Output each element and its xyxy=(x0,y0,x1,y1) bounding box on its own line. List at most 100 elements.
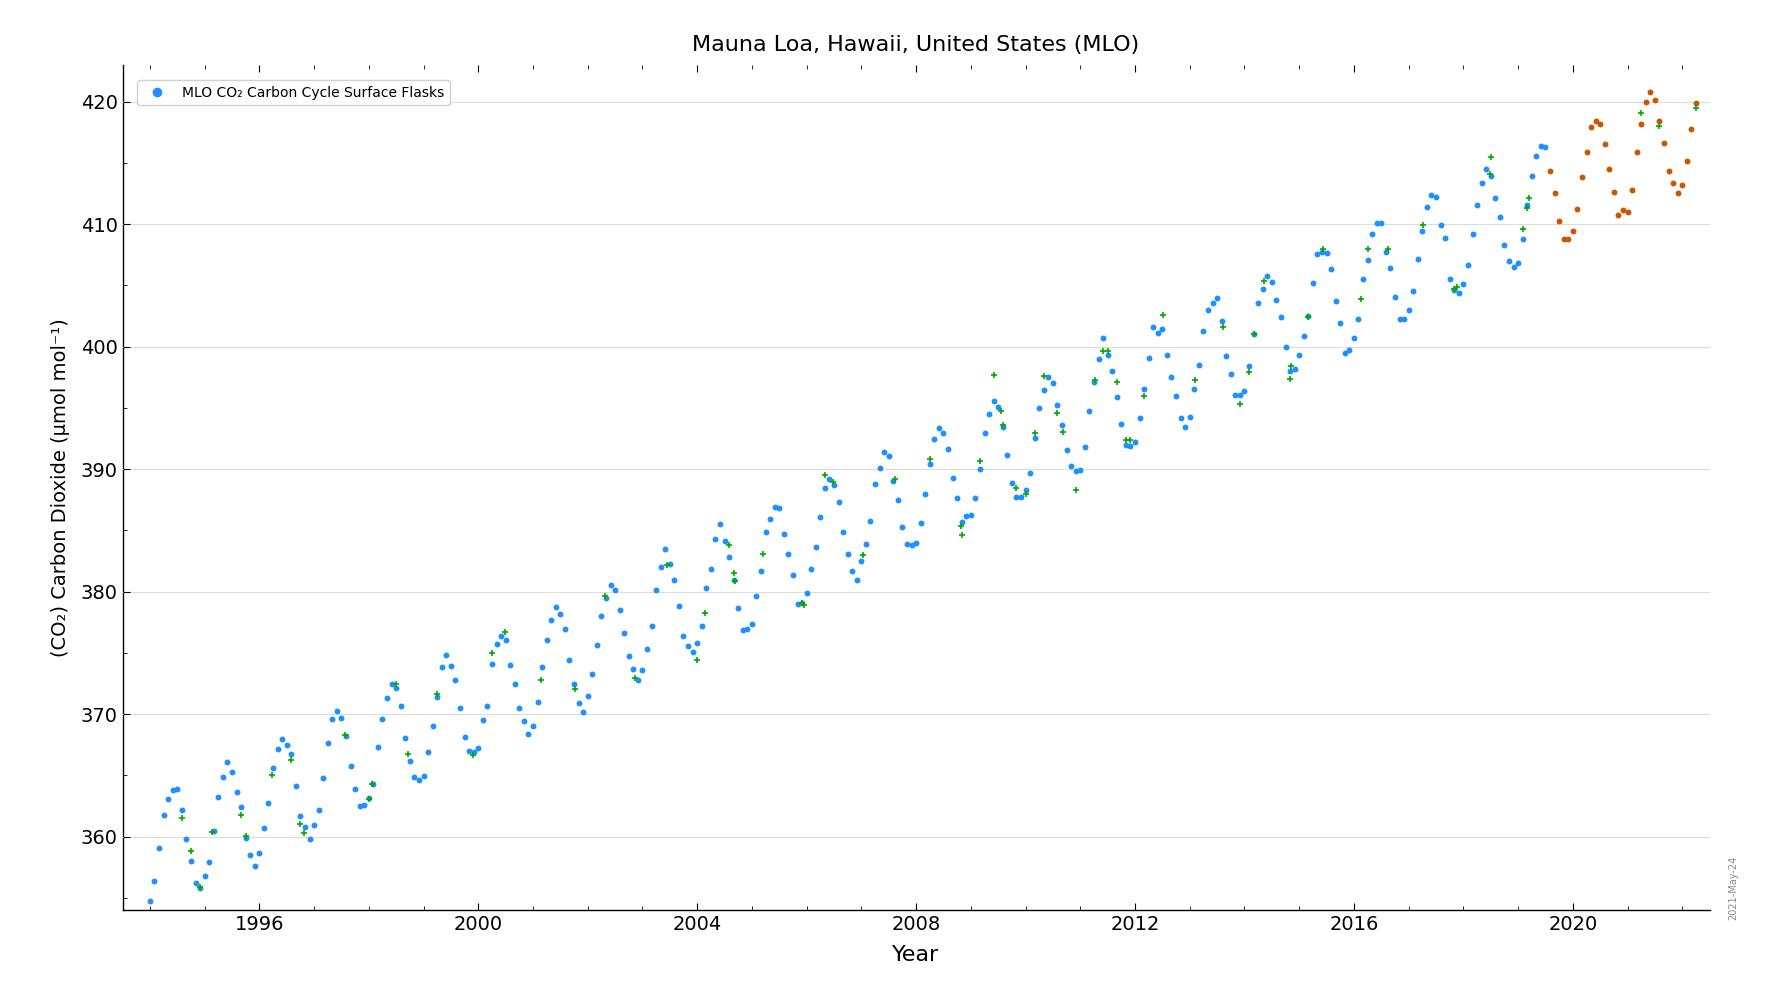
Point xyxy=(450,729,478,745)
Point xyxy=(733,621,761,637)
Point xyxy=(715,537,743,553)
Point xyxy=(1399,283,1428,299)
Point xyxy=(1317,261,1346,277)
Point xyxy=(1440,282,1469,298)
Point xyxy=(213,754,242,770)
Point xyxy=(1467,175,1495,191)
Point xyxy=(690,605,718,621)
Point xyxy=(258,767,286,783)
Point xyxy=(980,367,1008,383)
Point xyxy=(564,695,592,711)
Point xyxy=(1454,257,1483,273)
Point xyxy=(1067,462,1095,478)
Point xyxy=(683,635,711,651)
Point xyxy=(811,480,839,496)
Point xyxy=(1422,189,1451,205)
Point xyxy=(910,486,939,502)
Point xyxy=(1600,184,1629,200)
Point xyxy=(359,776,388,792)
Point xyxy=(749,546,777,562)
Point xyxy=(898,537,926,553)
Point xyxy=(254,795,283,811)
Point xyxy=(277,752,306,768)
Point xyxy=(1111,432,1140,448)
Point xyxy=(446,700,475,716)
Point xyxy=(478,656,507,672)
Point xyxy=(1586,116,1614,132)
Point xyxy=(793,585,821,601)
Point xyxy=(231,828,260,844)
Point xyxy=(983,399,1012,415)
Point xyxy=(1049,424,1077,440)
Point xyxy=(1444,285,1472,301)
Point xyxy=(350,797,379,813)
Point xyxy=(236,847,265,863)
Point xyxy=(1382,289,1410,305)
Point xyxy=(715,549,743,565)
Point xyxy=(946,518,974,534)
Point xyxy=(857,513,885,529)
Point xyxy=(1563,201,1591,217)
Point xyxy=(601,582,629,598)
Point xyxy=(560,681,589,697)
Point xyxy=(1659,175,1687,191)
Point xyxy=(1035,369,1063,385)
Point xyxy=(377,676,405,692)
Point xyxy=(711,533,740,549)
Point xyxy=(1374,241,1403,257)
Point xyxy=(1277,358,1305,374)
Point xyxy=(989,417,1017,433)
Point xyxy=(789,597,818,613)
Point xyxy=(249,820,277,836)
Point xyxy=(1326,315,1355,331)
Point xyxy=(222,784,251,800)
Point xyxy=(930,425,958,441)
Point xyxy=(149,807,178,823)
Y-axis label: (CO₂) Carbon Dioxide (μmol mol⁻¹): (CO₂) Carbon Dioxide (μmol mol⁻¹) xyxy=(50,318,69,657)
Point xyxy=(1140,319,1168,335)
Point xyxy=(933,441,962,457)
Point xyxy=(647,559,676,575)
Point xyxy=(1623,144,1652,160)
Point xyxy=(724,600,752,616)
Point xyxy=(720,573,749,589)
Point xyxy=(1076,403,1104,419)
Point xyxy=(1358,226,1387,242)
Point xyxy=(1209,319,1237,335)
Point xyxy=(1476,168,1504,184)
Point xyxy=(816,471,845,487)
Point xyxy=(834,546,862,562)
Point xyxy=(1245,295,1273,311)
Point xyxy=(701,531,729,547)
Point xyxy=(526,672,555,688)
Point xyxy=(1376,260,1405,276)
Point xyxy=(478,645,507,661)
Point xyxy=(1189,323,1218,339)
Point xyxy=(1440,281,1469,297)
Point xyxy=(382,680,411,696)
Point xyxy=(217,764,245,780)
Point xyxy=(1604,207,1632,223)
Point xyxy=(1536,163,1565,179)
Point xyxy=(1134,350,1163,366)
Point xyxy=(829,524,857,540)
Point xyxy=(1085,351,1113,367)
Point xyxy=(1003,489,1031,505)
Point xyxy=(1198,295,1227,311)
Point xyxy=(1581,113,1609,129)
Point xyxy=(706,516,734,532)
Point xyxy=(619,661,647,677)
Point xyxy=(551,621,580,637)
Point xyxy=(610,625,638,641)
Point xyxy=(651,541,679,557)
Point xyxy=(637,618,665,634)
Point xyxy=(811,467,839,483)
Point xyxy=(1645,113,1673,129)
Point xyxy=(1230,383,1259,399)
Point xyxy=(158,782,187,798)
Point xyxy=(368,711,396,727)
Point xyxy=(555,652,583,668)
Point xyxy=(1006,489,1035,505)
Point xyxy=(1673,153,1702,169)
Point xyxy=(441,672,469,688)
